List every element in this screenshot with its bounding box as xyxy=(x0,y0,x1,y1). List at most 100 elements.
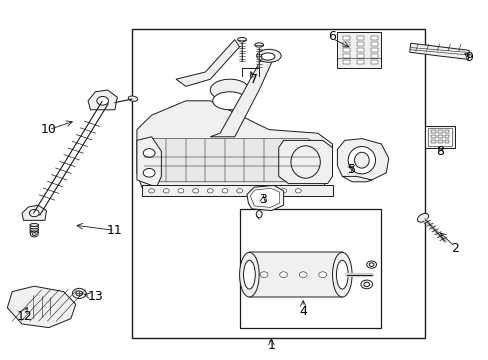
Ellipse shape xyxy=(30,224,39,226)
Ellipse shape xyxy=(254,43,263,47)
Circle shape xyxy=(279,272,287,278)
Bar xyxy=(132,29,425,338)
Polygon shape xyxy=(7,286,76,328)
Bar xyxy=(356,60,363,64)
Ellipse shape xyxy=(417,213,427,222)
Ellipse shape xyxy=(261,53,274,60)
Bar xyxy=(343,48,349,52)
Bar xyxy=(356,54,363,58)
Text: 6: 6 xyxy=(328,30,336,42)
Bar xyxy=(444,130,448,133)
Ellipse shape xyxy=(237,37,246,42)
Bar xyxy=(430,130,435,133)
Text: 2: 2 xyxy=(450,242,458,255)
Polygon shape xyxy=(137,137,161,187)
Circle shape xyxy=(178,189,183,193)
Polygon shape xyxy=(250,188,279,207)
Text: 10: 10 xyxy=(41,123,57,136)
Ellipse shape xyxy=(256,49,281,62)
Ellipse shape xyxy=(30,226,39,229)
Bar xyxy=(370,60,377,64)
Bar xyxy=(430,135,435,138)
Bar xyxy=(437,140,442,143)
Polygon shape xyxy=(342,176,371,182)
Bar xyxy=(425,126,454,148)
Circle shape xyxy=(148,189,154,193)
Circle shape xyxy=(236,189,242,193)
Circle shape xyxy=(363,282,369,287)
Polygon shape xyxy=(409,43,468,59)
Ellipse shape xyxy=(347,147,375,174)
Bar xyxy=(444,140,448,143)
Polygon shape xyxy=(137,101,332,187)
Polygon shape xyxy=(146,139,320,182)
Bar xyxy=(343,36,349,40)
Bar xyxy=(356,48,363,52)
Circle shape xyxy=(299,272,306,278)
Polygon shape xyxy=(246,185,283,211)
Circle shape xyxy=(143,149,155,157)
Polygon shape xyxy=(337,139,388,180)
Ellipse shape xyxy=(354,152,368,168)
Ellipse shape xyxy=(239,252,259,297)
Polygon shape xyxy=(88,90,117,110)
Bar xyxy=(356,36,363,40)
Circle shape xyxy=(366,261,376,268)
Text: 13: 13 xyxy=(87,291,103,303)
Text: 8: 8 xyxy=(435,145,443,158)
Circle shape xyxy=(76,291,82,296)
Bar xyxy=(370,48,377,52)
Circle shape xyxy=(265,189,271,193)
Bar xyxy=(437,135,442,138)
Circle shape xyxy=(192,189,198,193)
Circle shape xyxy=(360,280,372,289)
Ellipse shape xyxy=(332,252,351,297)
Bar xyxy=(239,209,381,328)
Circle shape xyxy=(280,189,286,193)
Circle shape xyxy=(207,189,213,193)
Ellipse shape xyxy=(30,228,39,231)
Bar xyxy=(343,54,349,58)
Ellipse shape xyxy=(243,260,255,289)
Circle shape xyxy=(163,189,169,193)
Text: 12: 12 xyxy=(17,310,32,323)
Bar xyxy=(444,135,448,138)
Text: 9: 9 xyxy=(465,51,472,64)
Circle shape xyxy=(222,189,227,193)
Circle shape xyxy=(251,189,257,193)
Ellipse shape xyxy=(336,260,347,289)
Ellipse shape xyxy=(210,79,249,101)
Text: 3: 3 xyxy=(259,193,266,206)
Polygon shape xyxy=(210,54,273,137)
Ellipse shape xyxy=(256,211,262,218)
Ellipse shape xyxy=(212,92,246,110)
Ellipse shape xyxy=(128,96,138,101)
Bar xyxy=(370,54,377,58)
Circle shape xyxy=(72,288,86,298)
Circle shape xyxy=(260,272,267,278)
Circle shape xyxy=(368,263,373,266)
Bar xyxy=(427,128,451,146)
Polygon shape xyxy=(244,252,346,297)
Circle shape xyxy=(295,189,301,193)
Circle shape xyxy=(32,233,36,235)
Bar xyxy=(337,32,381,68)
Circle shape xyxy=(29,210,39,217)
Circle shape xyxy=(143,168,155,177)
Bar xyxy=(370,42,377,46)
Circle shape xyxy=(30,231,38,237)
Circle shape xyxy=(318,272,326,278)
Bar xyxy=(430,140,435,143)
Polygon shape xyxy=(176,40,239,86)
Bar xyxy=(437,130,442,133)
Bar xyxy=(343,60,349,64)
Ellipse shape xyxy=(290,146,320,178)
Ellipse shape xyxy=(30,231,39,234)
Circle shape xyxy=(97,96,108,105)
Text: 5: 5 xyxy=(347,163,355,176)
Polygon shape xyxy=(278,140,332,184)
Bar xyxy=(370,36,377,40)
Text: 7: 7 xyxy=(250,73,258,86)
Text: 11: 11 xyxy=(107,224,122,237)
Text: 1: 1 xyxy=(267,339,275,352)
